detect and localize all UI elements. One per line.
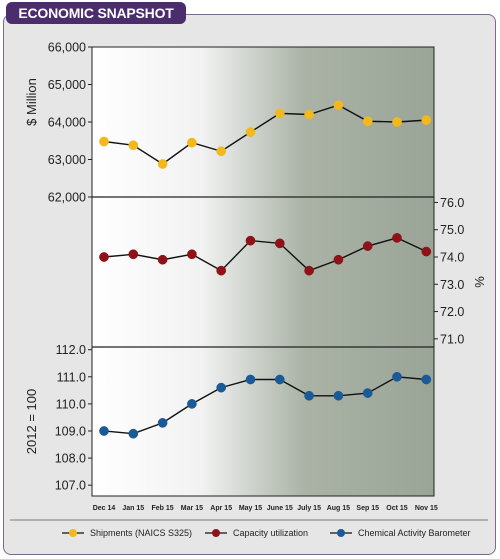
data-point bbox=[157, 254, 168, 265]
series-line bbox=[103, 376, 427, 435]
plot-border bbox=[91, 46, 435, 497]
data-point bbox=[304, 265, 314, 276]
data-point bbox=[245, 374, 256, 385]
data-point bbox=[187, 137, 197, 148]
y-tick-label: 66,000 bbox=[48, 41, 86, 55]
data-point bbox=[128, 249, 139, 260]
data-point bbox=[333, 254, 344, 265]
data-point bbox=[333, 390, 344, 401]
x-tick-label: Mar 15 bbox=[181, 505, 203, 512]
y-tick-label: 107.0 bbox=[55, 479, 86, 493]
data-point bbox=[274, 374, 285, 385]
data-point bbox=[187, 249, 197, 260]
plot-area bbox=[92, 47, 434, 496]
x-tick-label: May 15 bbox=[239, 505, 262, 512]
data-point bbox=[392, 117, 402, 127]
y-tick-label: 62,000 bbox=[48, 191, 86, 205]
legend-label: Shipments (NAICS S325) bbox=[90, 528, 192, 538]
x-tick-label: Oct 15 bbox=[386, 505, 408, 512]
y-tick-label: 111.0 bbox=[57, 370, 86, 384]
data-point bbox=[362, 241, 373, 251]
y-tick-label: 73.0 bbox=[440, 278, 464, 292]
x-tick-label: Aug 15 bbox=[327, 505, 350, 512]
y-axis-title: 2012 = 100 bbox=[24, 389, 39, 454]
data-point bbox=[157, 418, 168, 428]
y-tick-label: 109.0 bbox=[55, 424, 86, 438]
section-title-tab: ECONOMIC SNAPSHOT bbox=[6, 2, 186, 24]
x-tick-label: Apr 15 bbox=[210, 505, 232, 512]
x-tick-label: Dec 14 bbox=[93, 505, 116, 512]
section-title: ECONOMIC SNAPSHOT bbox=[18, 5, 174, 21]
y-tick-label: 74.0 bbox=[440, 251, 464, 265]
data-point bbox=[216, 265, 227, 276]
x-tick-label: Sep 15 bbox=[356, 505, 379, 512]
y-tick-label: 63,000 bbox=[48, 153, 86, 167]
data-point bbox=[128, 140, 139, 151]
y-tick-label: 64,000 bbox=[48, 116, 86, 130]
data-point bbox=[304, 109, 314, 120]
y-tick-label: 65,000 bbox=[48, 78, 86, 92]
data-point bbox=[274, 108, 285, 119]
data-point bbox=[157, 159, 168, 169]
y-tick-label: 110.0 bbox=[56, 397, 86, 411]
legend-marker bbox=[69, 529, 77, 537]
data-point bbox=[245, 235, 256, 246]
y-tick-label: 108.0 bbox=[55, 452, 86, 466]
series-line bbox=[103, 104, 427, 165]
data-point bbox=[99, 136, 109, 147]
x-tick-label: Jan 15 bbox=[122, 505, 144, 512]
y-tick-label: 71.0 bbox=[440, 332, 464, 346]
x-tick-label: July 15 bbox=[297, 505, 321, 512]
data-point bbox=[362, 116, 373, 127]
data-point bbox=[362, 388, 373, 398]
data-point bbox=[128, 428, 139, 439]
y-axis-title: % bbox=[472, 276, 487, 288]
y-tick-label: 72.0 bbox=[440, 305, 464, 319]
legend-label: Chemical Activity Barometer bbox=[358, 528, 471, 538]
data-point bbox=[216, 382, 227, 393]
data-point bbox=[99, 252, 109, 262]
data-point bbox=[392, 233, 402, 243]
legend-label: Capacity utilization bbox=[233, 528, 308, 538]
data-point bbox=[187, 399, 197, 409]
data-point bbox=[421, 115, 432, 125]
legend-marker bbox=[212, 529, 220, 537]
data-point bbox=[392, 371, 402, 382]
data-point bbox=[274, 238, 285, 249]
data-point bbox=[99, 426, 109, 436]
x-tick-label: Feb 15 bbox=[152, 505, 174, 512]
x-tick-label: Nov 15 bbox=[415, 505, 438, 512]
y-tick-label: 112.0 bbox=[56, 343, 86, 357]
x-tick-label: June 15 bbox=[267, 505, 293, 512]
data-point bbox=[245, 127, 256, 137]
data-point bbox=[333, 100, 344, 110]
data-point bbox=[421, 374, 432, 385]
series-line bbox=[103, 237, 427, 272]
data-point bbox=[304, 390, 314, 401]
legend-marker bbox=[337, 529, 345, 537]
y-tick-label: 75.0 bbox=[440, 223, 464, 237]
data-point bbox=[421, 246, 432, 257]
data-point bbox=[216, 146, 227, 157]
y-tick-label: 76.0 bbox=[440, 196, 464, 210]
y-axis-title: $ Million bbox=[24, 78, 39, 126]
